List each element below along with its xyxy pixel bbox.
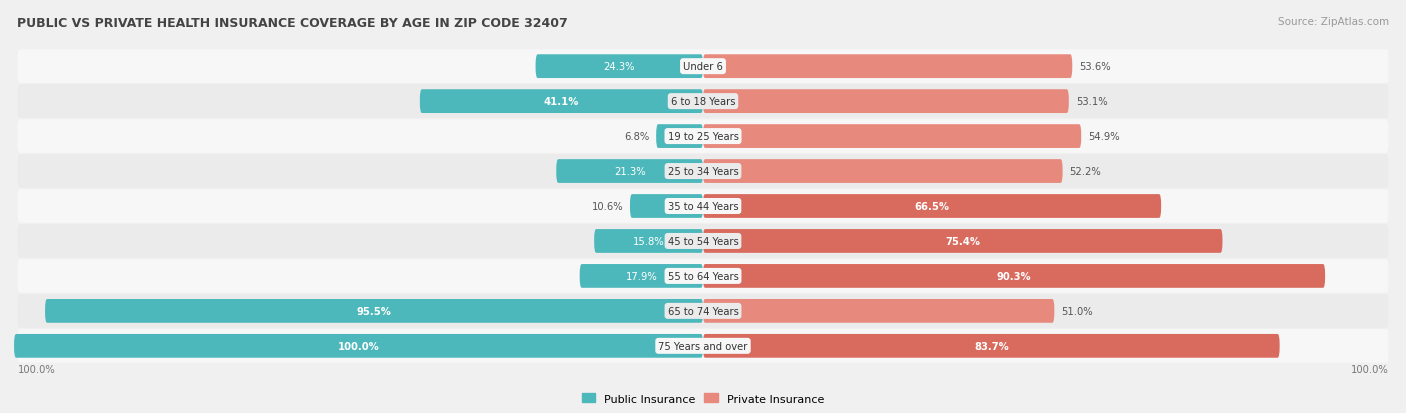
FancyBboxPatch shape [17,294,1389,328]
Text: 6.8%: 6.8% [624,132,650,142]
Text: 100.0%: 100.0% [1351,364,1389,374]
FancyBboxPatch shape [17,155,1389,188]
Text: 6 to 18 Years: 6 to 18 Years [671,97,735,107]
FancyBboxPatch shape [703,230,1222,253]
Text: 53.6%: 53.6% [1080,62,1111,72]
FancyBboxPatch shape [14,334,703,358]
Text: 100.0%: 100.0% [17,364,55,374]
FancyBboxPatch shape [657,125,703,149]
FancyBboxPatch shape [703,90,1069,114]
FancyBboxPatch shape [703,334,1279,358]
FancyBboxPatch shape [557,160,703,183]
Text: 75.4%: 75.4% [945,236,980,247]
FancyBboxPatch shape [703,264,1324,288]
Legend: Public Insurance, Private Insurance: Public Insurance, Private Insurance [578,389,828,408]
FancyBboxPatch shape [595,230,703,253]
Text: Under 6: Under 6 [683,62,723,72]
Text: 41.1%: 41.1% [544,97,579,107]
Text: 15.8%: 15.8% [633,236,665,247]
FancyBboxPatch shape [579,264,703,288]
Text: 21.3%: 21.3% [614,166,645,177]
FancyBboxPatch shape [703,125,1081,149]
Text: 75 Years and over: 75 Years and over [658,341,748,351]
FancyBboxPatch shape [703,160,1063,183]
Text: 52.2%: 52.2% [1070,166,1101,177]
FancyBboxPatch shape [17,259,1389,293]
FancyBboxPatch shape [17,120,1389,154]
Text: 83.7%: 83.7% [974,341,1008,351]
FancyBboxPatch shape [17,190,1389,223]
Text: 19 to 25 Years: 19 to 25 Years [668,132,738,142]
Text: 66.5%: 66.5% [914,202,949,211]
FancyBboxPatch shape [703,55,1073,79]
FancyBboxPatch shape [703,195,1161,218]
Text: 45 to 54 Years: 45 to 54 Years [668,236,738,247]
Text: 95.5%: 95.5% [357,306,391,316]
Text: 55 to 64 Years: 55 to 64 Years [668,271,738,281]
Text: 90.3%: 90.3% [997,271,1032,281]
Text: Source: ZipAtlas.com: Source: ZipAtlas.com [1278,17,1389,26]
FancyBboxPatch shape [17,85,1389,119]
FancyBboxPatch shape [17,225,1389,258]
Text: 17.9%: 17.9% [626,271,657,281]
FancyBboxPatch shape [45,299,703,323]
FancyBboxPatch shape [420,90,703,114]
FancyBboxPatch shape [17,329,1389,363]
Text: 54.9%: 54.9% [1088,132,1119,142]
FancyBboxPatch shape [630,195,703,218]
FancyBboxPatch shape [703,299,1054,323]
Text: 24.3%: 24.3% [603,62,636,72]
Text: 100.0%: 100.0% [337,341,380,351]
Text: 65 to 74 Years: 65 to 74 Years [668,306,738,316]
Text: PUBLIC VS PRIVATE HEALTH INSURANCE COVERAGE BY AGE IN ZIP CODE 32407: PUBLIC VS PRIVATE HEALTH INSURANCE COVER… [17,17,568,29]
Text: 25 to 34 Years: 25 to 34 Years [668,166,738,177]
FancyBboxPatch shape [536,55,703,79]
Text: 53.1%: 53.1% [1076,97,1108,107]
Text: 10.6%: 10.6% [592,202,623,211]
FancyBboxPatch shape [17,50,1389,84]
Text: 35 to 44 Years: 35 to 44 Years [668,202,738,211]
Text: 51.0%: 51.0% [1062,306,1092,316]
